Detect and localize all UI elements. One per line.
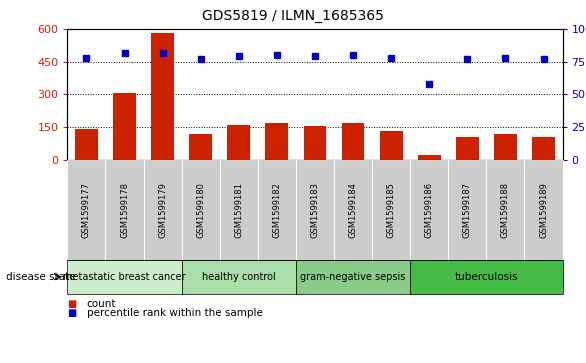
Text: gram-negative sepsis: gram-negative sepsis bbox=[301, 272, 406, 282]
Text: ■: ■ bbox=[67, 308, 77, 318]
Text: GDS5819 / ILMN_1685365: GDS5819 / ILMN_1685365 bbox=[202, 9, 384, 23]
Text: count: count bbox=[87, 299, 116, 309]
Text: disease state: disease state bbox=[6, 272, 76, 282]
Text: GSM1599185: GSM1599185 bbox=[387, 182, 396, 237]
Text: GSM1599182: GSM1599182 bbox=[272, 182, 281, 237]
Text: GSM1599186: GSM1599186 bbox=[425, 182, 434, 238]
Text: GSM1599184: GSM1599184 bbox=[349, 182, 357, 237]
Text: GSM1599179: GSM1599179 bbox=[158, 182, 167, 237]
Text: GSM1599188: GSM1599188 bbox=[501, 182, 510, 238]
Bar bbox=[304, 126, 326, 160]
Bar bbox=[227, 125, 250, 160]
Text: percentile rank within the sample: percentile rank within the sample bbox=[87, 308, 263, 318]
Bar bbox=[380, 131, 403, 160]
Text: GSM1599180: GSM1599180 bbox=[196, 182, 205, 237]
Bar bbox=[456, 137, 479, 160]
Bar bbox=[342, 123, 364, 160]
Bar bbox=[494, 134, 517, 160]
Text: GSM1599187: GSM1599187 bbox=[463, 182, 472, 238]
Text: GSM1599181: GSM1599181 bbox=[234, 182, 243, 237]
Text: healthy control: healthy control bbox=[202, 272, 275, 282]
Text: GSM1599189: GSM1599189 bbox=[539, 182, 548, 237]
Bar bbox=[265, 123, 288, 160]
Text: tuberculosis: tuberculosis bbox=[455, 272, 518, 282]
Text: GSM1599183: GSM1599183 bbox=[311, 182, 319, 238]
Bar bbox=[151, 33, 174, 160]
Bar bbox=[75, 129, 98, 160]
Text: GSM1599178: GSM1599178 bbox=[120, 182, 129, 238]
Bar bbox=[189, 134, 212, 160]
Bar bbox=[532, 137, 555, 160]
Bar bbox=[418, 155, 441, 160]
Text: metastatic breast cancer: metastatic breast cancer bbox=[63, 272, 186, 282]
Text: GSM1599177: GSM1599177 bbox=[82, 182, 91, 238]
Text: ■: ■ bbox=[67, 299, 77, 309]
Bar bbox=[113, 93, 136, 160]
